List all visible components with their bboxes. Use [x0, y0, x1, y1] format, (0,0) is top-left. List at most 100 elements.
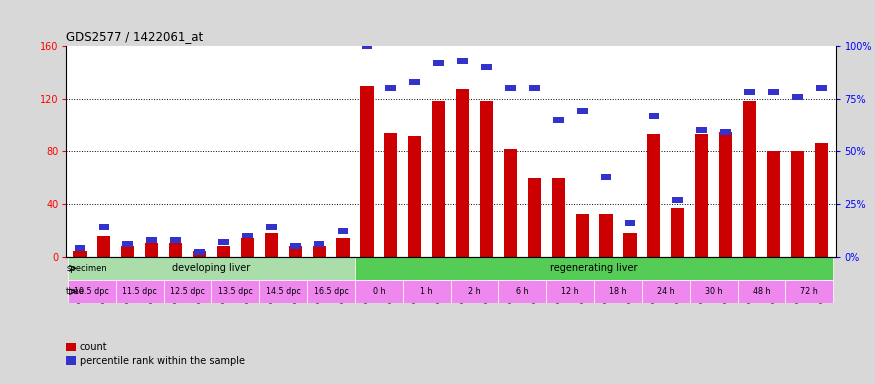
Text: 0 h: 0 h: [373, 287, 385, 296]
Bar: [355, 280, 402, 303]
Bar: [171, 237, 181, 243]
Bar: [480, 101, 494, 257]
Text: specimen: specimen: [66, 264, 107, 273]
Bar: [458, 58, 468, 64]
Text: 18 h: 18 h: [609, 287, 626, 296]
Bar: [360, 86, 374, 257]
Bar: [672, 197, 683, 203]
Text: time: time: [66, 287, 85, 296]
Bar: [719, 132, 732, 257]
Bar: [499, 280, 546, 303]
Bar: [553, 117, 564, 123]
Bar: [361, 43, 372, 49]
Bar: [402, 280, 451, 303]
Bar: [410, 79, 420, 85]
Bar: [720, 129, 731, 135]
Text: 48 h: 48 h: [752, 287, 770, 296]
Bar: [433, 60, 444, 66]
Text: 30 h: 30 h: [705, 287, 723, 296]
Text: percentile rank within the sample: percentile rank within the sample: [80, 356, 245, 366]
Bar: [74, 245, 86, 251]
Bar: [307, 280, 355, 303]
Bar: [212, 280, 259, 303]
Bar: [743, 101, 756, 257]
Bar: [289, 246, 302, 257]
Text: 2 h: 2 h: [468, 287, 481, 296]
Text: 14.5 dpc: 14.5 dpc: [266, 287, 301, 296]
Bar: [600, 174, 612, 180]
Bar: [792, 94, 802, 99]
Bar: [690, 280, 738, 303]
Bar: [648, 134, 661, 257]
Bar: [432, 101, 445, 257]
Bar: [504, 149, 517, 257]
Bar: [242, 233, 253, 238]
Bar: [169, 243, 182, 257]
Bar: [744, 89, 755, 95]
Bar: [290, 243, 301, 249]
Bar: [314, 241, 325, 247]
Bar: [123, 241, 133, 247]
Bar: [218, 239, 229, 245]
Bar: [505, 85, 515, 91]
Bar: [116, 280, 164, 303]
Bar: [786, 280, 833, 303]
Bar: [266, 224, 276, 230]
Bar: [599, 215, 612, 257]
Bar: [164, 280, 212, 303]
Bar: [815, 144, 828, 257]
Text: developing liver: developing liver: [172, 263, 250, 273]
Bar: [217, 246, 230, 257]
Bar: [551, 178, 564, 257]
Text: 6 h: 6 h: [516, 287, 528, 296]
Bar: [696, 127, 707, 133]
Bar: [528, 178, 541, 257]
Text: GDS2577 / 1422061_at: GDS2577 / 1422061_at: [66, 30, 203, 43]
Bar: [791, 151, 804, 257]
Bar: [408, 136, 422, 257]
Bar: [241, 238, 254, 257]
Bar: [456, 89, 469, 257]
Bar: [68, 280, 116, 303]
Bar: [671, 208, 684, 257]
Bar: [623, 233, 636, 257]
Text: 72 h: 72 h: [801, 287, 818, 296]
Bar: [193, 251, 206, 257]
Text: 13.5 dpc: 13.5 dpc: [218, 287, 253, 296]
Bar: [546, 280, 594, 303]
Text: regenerating liver: regenerating liver: [550, 263, 638, 273]
Text: 10.5 dpc: 10.5 dpc: [74, 287, 109, 296]
Bar: [259, 280, 307, 303]
Text: count: count: [80, 342, 108, 352]
Bar: [529, 85, 540, 91]
Bar: [386, 85, 396, 91]
Bar: [768, 89, 779, 95]
Bar: [384, 133, 397, 257]
Bar: [338, 228, 348, 234]
Bar: [451, 280, 499, 303]
Bar: [265, 233, 278, 257]
Bar: [99, 224, 109, 230]
Bar: [625, 220, 635, 226]
Bar: [97, 235, 110, 257]
Bar: [576, 215, 589, 257]
Bar: [577, 108, 587, 114]
Text: 11.5 dpc: 11.5 dpc: [123, 287, 158, 296]
Text: 16.5 dpc: 16.5 dpc: [313, 287, 348, 296]
Text: 12.5 dpc: 12.5 dpc: [170, 287, 205, 296]
Bar: [594, 280, 642, 303]
Bar: [695, 134, 708, 257]
Bar: [648, 113, 659, 119]
Bar: [738, 280, 786, 303]
Text: 1 h: 1 h: [421, 287, 433, 296]
Bar: [766, 151, 780, 257]
Bar: [312, 246, 326, 257]
Text: 12 h: 12 h: [562, 287, 579, 296]
Bar: [355, 257, 833, 280]
Text: 24 h: 24 h: [657, 287, 675, 296]
Bar: [145, 243, 158, 257]
Bar: [194, 250, 205, 255]
Bar: [122, 246, 135, 257]
Bar: [816, 85, 827, 91]
Bar: [68, 257, 355, 280]
